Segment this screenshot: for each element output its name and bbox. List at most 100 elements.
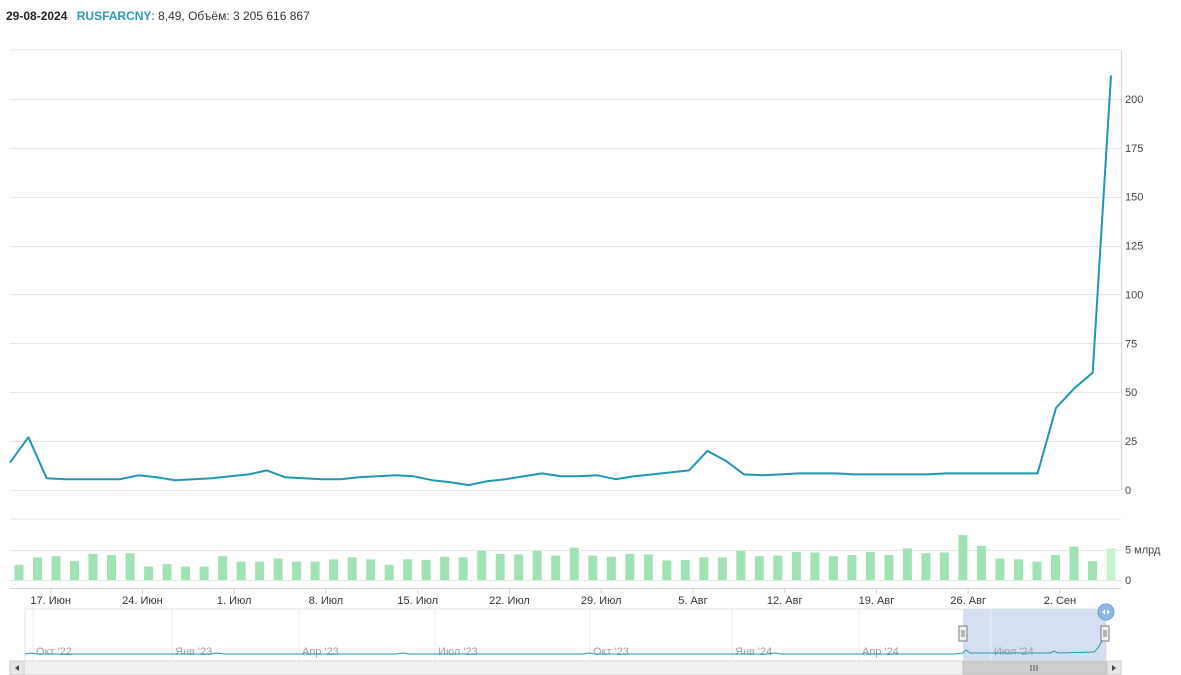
volume-bar — [902, 548, 912, 580]
volume-bar — [551, 555, 561, 580]
volume-bar — [865, 551, 875, 580]
volume-bar — [514, 554, 524, 580]
price-y-tick-label: 200 — [1125, 94, 1143, 106]
navigator-handle-left[interactable] — [958, 625, 968, 642]
x-tick-label: 17. Июн — [30, 595, 71, 607]
volume-bar — [366, 559, 376, 580]
navigator-tick-label: Июл '23 — [438, 646, 478, 658]
volume-bar — [884, 555, 894, 580]
price-y-axis: 0 25 50 75 100 125 150 175 200 — [1125, 94, 1143, 497]
volume-bar — [606, 556, 616, 580]
volume-bar — [292, 561, 302, 580]
navigator-handle-right[interactable] — [1100, 625, 1110, 642]
volume-y-axis: 0 5 млрд — [1125, 545, 1161, 588]
volume-bar — [421, 559, 431, 580]
volume-bar — [51, 556, 61, 580]
volume-bar — [1032, 561, 1042, 580]
volume-bar — [218, 556, 228, 580]
scrollbar-track[interactable] — [9, 660, 1122, 675]
volume-bar — [680, 559, 690, 580]
x-tick-label: 2. Сен — [1044, 595, 1076, 607]
navigator-series-line — [24, 633, 1106, 655]
arrow-left-icon — [15, 665, 19, 671]
volume-bar — [939, 552, 949, 580]
volume-bar — [810, 552, 820, 580]
price-y-tick-label: 75 — [1125, 338, 1137, 350]
navigator-tick-label: Окт '22 — [36, 646, 72, 658]
volume-bar — [736, 550, 746, 580]
navigator-tick-label: Июл '24 — [994, 646, 1034, 658]
volume-bar — [199, 566, 209, 580]
volume-bar — [699, 557, 709, 580]
volume-bar — [1051, 555, 1060, 580]
volume-bar — [329, 559, 339, 580]
volume-bar — [162, 564, 172, 580]
x-tick-label: 24. Июн — [122, 595, 163, 607]
volume-bar — [717, 557, 727, 580]
volume-bar — [588, 555, 598, 580]
scrollbar[interactable] — [9, 660, 1122, 675]
header-ticker: RUSFARCNY — [76, 9, 152, 23]
volume-grid — [10, 518, 1121, 581]
navigator-tick-label: Янв '23 — [175, 646, 212, 658]
price-grid — [10, 49, 1122, 491]
price-y-tick-label: 125 — [1125, 241, 1143, 253]
volume-bar — [310, 561, 320, 580]
header-date: 29-08-2024 — [6, 9, 68, 23]
volume-bar — [847, 555, 857, 580]
price-series — [9, 75, 1112, 487]
volume-bar — [33, 557, 42, 580]
volume-bar — [1014, 559, 1023, 580]
volume-bar — [1106, 548, 1116, 580]
volume-bar — [921, 553, 931, 580]
volume-bar — [643, 554, 653, 580]
volume-bar — [440, 556, 450, 580]
x-tick-label: 1. Июл — [217, 595, 252, 607]
header-details: : 8,49, Объём: 3 205 616 867 — [151, 9, 310, 23]
volume-bar — [995, 558, 1005, 580]
arrow-right-icon — [1112, 665, 1116, 671]
x-tick-label: 19. Авг — [859, 595, 895, 607]
price-y-tick-label: 0 — [1125, 485, 1131, 497]
chart-header: 29-08-2024 RUSFARCNY: 8,49, Объём: 3 205… — [6, 9, 310, 23]
navigator-tick-label: Янв '24 — [735, 646, 772, 658]
pan-arrows-icon — [1102, 609, 1110, 615]
volume-bar — [828, 556, 838, 580]
volume-bar — [976, 545, 986, 580]
volume-bar — [347, 557, 357, 580]
volume-bar — [236, 561, 246, 580]
volume-bar — [14, 564, 24, 581]
volume-bar — [625, 553, 635, 580]
volume-bar — [532, 550, 542, 580]
volume-bar — [144, 566, 154, 580]
x-tick-label: 22. Июл — [489, 595, 530, 607]
price-y-tick-label: 175 — [1125, 143, 1143, 155]
volume-bar — [569, 547, 579, 580]
x-tick-label: 12. Авг — [767, 595, 803, 607]
navigator-area — [24, 608, 1107, 662]
price-y-tick-label: 25 — [1125, 436, 1137, 448]
volume-bar — [477, 550, 487, 580]
volume-bar — [403, 559, 413, 580]
navigator-tick-label: Окт '23 — [593, 646, 629, 658]
x-axis: 17. Июн 24. Июн 1. Июл 8. Июл 15. Июл 22. Июл… — [10, 588, 1121, 607]
price-y-tick-label: 100 — [1125, 289, 1143, 301]
volume-bar — [88, 553, 98, 580]
navigator-tick-label: Апр '24 — [862, 646, 899, 658]
x-tick-label: 29. Июл — [581, 595, 622, 607]
volume-bar — [1069, 546, 1079, 580]
volume-y-tick-label: 0 — [1125, 575, 1131, 587]
volume-bar — [1088, 561, 1097, 580]
price-y-tick-label: 50 — [1125, 387, 1137, 399]
navigator[interactable]: Окт '22 Янв '23 Апр '23 Июл '23 Окт '23 Янв '… — [24, 603, 1115, 662]
volume-bar — [958, 534, 968, 580]
navigator-pan-button[interactable] — [1097, 603, 1115, 621]
volume-bar — [773, 555, 783, 580]
volume-y-tick-label: 5 млрд — [1125, 545, 1161, 557]
volume-bar — [754, 556, 764, 580]
volume-bar — [181, 566, 191, 580]
volume-bar — [662, 560, 672, 580]
volume-bar — [125, 553, 135, 580]
volume-bar — [458, 557, 468, 580]
